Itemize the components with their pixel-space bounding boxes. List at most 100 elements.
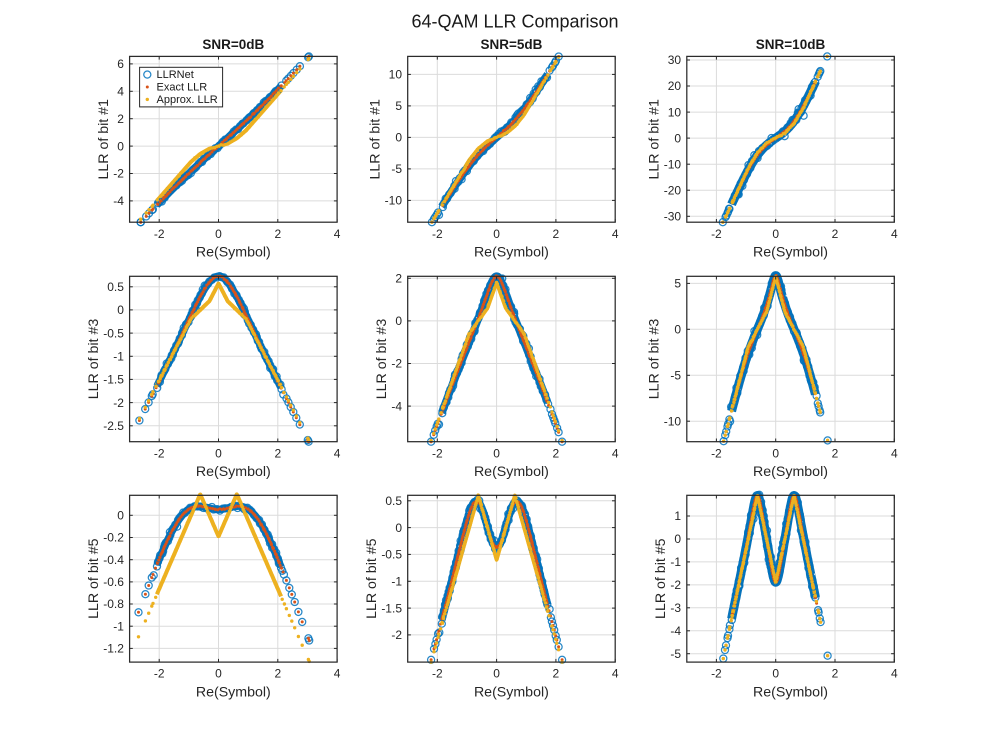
svg-text:2: 2 [553,446,560,460]
svg-text:-2: -2 [154,667,165,681]
svg-text:-5: -5 [391,162,402,176]
svg-text:LLR of bit #5: LLR of bit #5 [364,538,380,619]
svg-text:4: 4 [891,446,898,460]
svg-text:-20: -20 [664,183,682,197]
svg-text:0: 0 [493,227,500,241]
svg-text:Re(Symbol): Re(Symbol) [753,464,828,480]
svg-text:-2.5: -2.5 [103,419,124,433]
svg-text:-4: -4 [113,194,124,208]
svg-text:LLR of bit #5: LLR of bit #5 [653,538,669,619]
svg-text:LLR of bit #5: LLR of bit #5 [86,538,102,619]
svg-text:2: 2 [274,446,281,460]
svg-text:-2: -2 [432,446,443,460]
svg-text:LLR of bit #3: LLR of bit #3 [86,319,102,400]
svg-text:4: 4 [334,446,341,460]
svg-text:-4: -4 [670,624,681,638]
svg-text:Re(Symbol): Re(Symbol) [474,245,549,261]
svg-text:2: 2 [395,272,402,286]
svg-text:-0.5: -0.5 [103,326,124,340]
svg-text:2: 2 [832,667,839,681]
svg-text:SNR=5dB: SNR=5dB [480,37,542,52]
svg-text:Re(Symbol): Re(Symbol) [474,685,549,701]
svg-text:-5: -5 [670,369,681,383]
svg-text:0: 0 [674,131,681,145]
svg-text:-30: -30 [664,210,682,224]
svg-text:-0.5: -0.5 [381,548,402,562]
svg-text:10: 10 [668,105,682,119]
svg-text:-2: -2 [432,667,443,681]
svg-text:0: 0 [674,532,681,546]
svg-text:Re(Symbol): Re(Symbol) [753,685,828,701]
svg-text:Re(Symbol): Re(Symbol) [196,685,271,701]
svg-text:0: 0 [215,227,222,241]
svg-text:2: 2 [274,227,281,241]
svg-text:4: 4 [334,667,341,681]
svg-text:2: 2 [832,446,839,460]
svg-text:0: 0 [493,446,500,460]
svg-text:-2: -2 [670,578,681,592]
svg-text:0: 0 [215,446,222,460]
svg-text:2: 2 [832,227,839,241]
svg-text:5: 5 [674,277,681,291]
svg-text:-2: -2 [113,396,124,410]
svg-text:-2: -2 [391,628,402,642]
svg-text:2: 2 [553,227,560,241]
svg-text:LLR of bit #3: LLR of bit #3 [647,319,663,400]
svg-text:-2: -2 [432,227,443,241]
svg-text:20: 20 [668,79,682,93]
svg-text:-1: -1 [670,555,681,569]
svg-text:Re(Symbol): Re(Symbol) [753,245,828,261]
svg-text:LLRNet: LLRNet [157,69,194,81]
svg-text:0: 0 [772,446,779,460]
svg-text:0: 0 [395,314,402,328]
svg-text:LLR of bit #3: LLR of bit #3 [374,319,390,400]
svg-text:LLR of bit #1: LLR of bit #1 [647,99,663,180]
svg-text:6: 6 [117,57,124,71]
svg-text:10: 10 [389,68,403,82]
svg-text:64-QAM LLR Comparison: 64-QAM LLR Comparison [411,12,618,32]
svg-text:Re(Symbol): Re(Symbol) [196,245,271,261]
svg-text:0: 0 [772,667,779,681]
svg-text:4: 4 [891,227,898,241]
svg-text:-2: -2 [391,357,402,371]
svg-text:0.5: 0.5 [385,494,402,508]
svg-text:4: 4 [891,667,898,681]
svg-text:SNR=10dB: SNR=10dB [756,37,826,52]
svg-text:Approx. LLR: Approx. LLR [157,94,218,106]
svg-text:-0.6: -0.6 [103,575,124,589]
svg-text:-1: -1 [391,575,402,589]
svg-text:0.5: 0.5 [107,280,124,294]
svg-text:5: 5 [395,99,402,113]
svg-text:0: 0 [493,667,500,681]
svg-text:4: 4 [612,227,619,241]
svg-text:-1: -1 [113,350,124,364]
svg-text:30: 30 [668,53,682,67]
svg-text:-2: -2 [711,667,722,681]
svg-text:0: 0 [117,509,124,523]
svg-text:-4: -4 [391,399,402,413]
svg-text:-2: -2 [154,227,165,241]
svg-text:2: 2 [553,667,560,681]
svg-text:-3: -3 [670,601,681,615]
svg-text:0: 0 [772,227,779,241]
svg-text:0: 0 [674,323,681,337]
svg-text:2: 2 [274,667,281,681]
svg-text:-1: -1 [113,619,124,633]
svg-text:-10: -10 [664,157,682,171]
svg-text:LLR of bit #1: LLR of bit #1 [96,99,112,180]
svg-text:4: 4 [612,667,619,681]
svg-text:-0.2: -0.2 [103,531,124,545]
svg-text:-1.5: -1.5 [381,601,402,615]
svg-text:Re(Symbol): Re(Symbol) [474,464,549,480]
svg-text:-2: -2 [113,167,124,181]
svg-text:1: 1 [674,509,681,523]
svg-text:-2: -2 [154,446,165,460]
svg-text:0: 0 [117,303,124,317]
svg-text:0: 0 [117,139,124,153]
svg-text:4: 4 [612,446,619,460]
svg-text:Exact LLR: Exact LLR [157,82,208,94]
svg-text:4: 4 [117,85,124,99]
svg-text:-1.5: -1.5 [103,373,124,387]
svg-text:-0.4: -0.4 [103,553,124,567]
svg-text:2: 2 [117,112,124,126]
